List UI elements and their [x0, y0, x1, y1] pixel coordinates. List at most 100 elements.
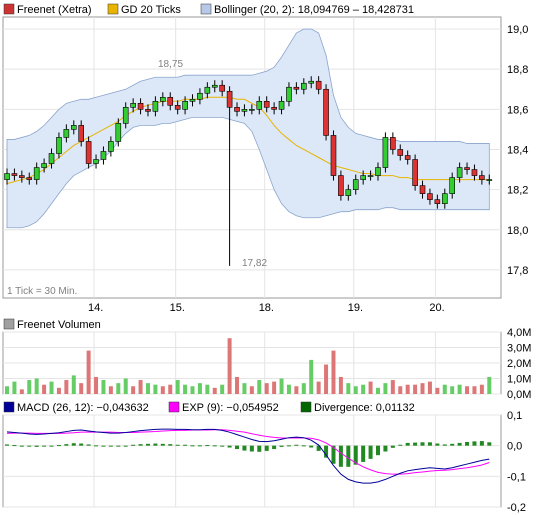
- volume-bar: [487, 376, 492, 394]
- price-legend-label-1: GD 20 Ticks: [121, 4, 181, 16]
- annotation-high: 18,75: [158, 59, 183, 70]
- candle-body: [204, 86, 211, 94]
- candle-body: [33, 167, 40, 180]
- candle-body: [256, 101, 263, 110]
- divergence-bar: [294, 444, 299, 446]
- volume-bar: [168, 384, 173, 394]
- signal-line: [6, 429, 490, 475]
- volume-bar: [361, 384, 366, 394]
- candle-body: [249, 109, 255, 111]
- candle-body: [456, 167, 463, 178]
- divergence-bar: [190, 445, 195, 447]
- volume-bar: [353, 386, 358, 394]
- candle-body: [300, 82, 307, 90]
- volume-bar: [175, 380, 180, 394]
- volume-bar: [79, 383, 84, 394]
- candle-body: [226, 90, 233, 108]
- volume-bar: [435, 387, 440, 394]
- price-x-tick-label: 14.: [88, 302, 103, 314]
- candle-body: [19, 175, 25, 178]
- volume-bar: [34, 378, 39, 394]
- candle-body: [427, 193, 433, 200]
- volume-legend-label: Freenet Volumen: [17, 319, 101, 331]
- macd-legend-swatch-0: [3, 401, 15, 413]
- candle-body: [278, 101, 285, 110]
- macd-y-tick-label: 0,0: [507, 441, 522, 453]
- volume-bar: [294, 386, 299, 394]
- volume-bar: [205, 384, 210, 394]
- divergence-bar: [183, 444, 188, 446]
- volume-bar: [309, 359, 314, 394]
- price-x-tick-label: 15.: [170, 302, 185, 314]
- divergence-bar: [175, 444, 180, 446]
- divergence-bar: [168, 444, 173, 446]
- volume-bar: [197, 383, 202, 394]
- candle-body: [41, 163, 47, 168]
- volume-bar: [227, 338, 232, 394]
- price-y-tick-label: 18,8: [507, 64, 528, 76]
- candle-body: [93, 159, 99, 164]
- divergence-bar: [145, 443, 150, 446]
- divergence-bar: [49, 445, 54, 447]
- divergence-bar: [272, 445, 277, 450]
- divergence-bar: [361, 445, 366, 462]
- candle-body: [464, 167, 470, 170]
- divergence-bar: [398, 444, 403, 446]
- candle-body: [404, 155, 411, 160]
- price-x-tick-label: 19.: [348, 302, 363, 314]
- candle-body: [174, 105, 181, 110]
- divergence-bar: [353, 445, 358, 465]
- volume-bar: [212, 387, 217, 394]
- candle-body: [330, 135, 337, 176]
- divergence-bar: [465, 441, 470, 446]
- volume-bar: [49, 381, 54, 394]
- divergence-bar: [42, 445, 47, 447]
- volume-bar: [279, 378, 284, 394]
- divergence-bar: [242, 445, 247, 451]
- macd-legend-swatch-2: [300, 401, 312, 413]
- price-y-tick-label: 17,8: [507, 265, 528, 277]
- volume-bar: [286, 384, 291, 394]
- moving-average-line: [6, 96, 490, 185]
- volume-bar: [479, 384, 484, 394]
- macd-y-tick-label: 0,1: [507, 410, 522, 422]
- divergence-bar: [279, 445, 284, 447]
- divergence-bar: [64, 444, 69, 446]
- candle-body: [4, 173, 10, 180]
- macd-legend-swatch-1: [168, 401, 180, 413]
- candle-body: [234, 107, 240, 112]
- candle-body: [323, 88, 329, 136]
- price-y-tick-label: 18,0: [507, 225, 528, 237]
- volume-bar: [86, 350, 91, 394]
- divergence-bar: [79, 443, 84, 446]
- volume-bar: [64, 380, 69, 394]
- candle-body: [315, 80, 322, 90]
- divergence-bar: [420, 442, 425, 446]
- price-y-tick-label: 18,4: [507, 144, 528, 156]
- divergence-bar: [457, 442, 462, 446]
- candle-body: [308, 80, 315, 84]
- divergence-bar: [212, 445, 217, 447]
- volume-bar: [108, 386, 113, 394]
- divergence-bar: [286, 445, 291, 447]
- volume-bars: [5, 338, 492, 394]
- volume-bar: [145, 383, 150, 394]
- volume-y-tick-label: 0,0M: [507, 389, 531, 401]
- volume-y-tick-label: 1,0M: [507, 374, 531, 386]
- price-x-ticks: 14. 15. 18. 19. 20.: [88, 302, 445, 314]
- divergence-bars: [5, 441, 492, 467]
- divergence-bar: [197, 445, 202, 447]
- macd-y-ticks: 0,1 0,0 -0,1 -0,2: [507, 410, 526, 514]
- candle-body: [85, 141, 92, 164]
- volume-bar: [235, 376, 240, 394]
- candle-body: [486, 179, 493, 181]
- candle-body: [160, 96, 166, 102]
- volume-bar: [42, 384, 47, 394]
- candle-body: [479, 175, 485, 180]
- volume-bar: [27, 380, 32, 394]
- volume-y-tick-label: 3,0M: [507, 343, 531, 355]
- volume-bar: [405, 384, 410, 394]
- divergence-bar: [227, 445, 232, 448]
- volume-bar: [12, 381, 17, 394]
